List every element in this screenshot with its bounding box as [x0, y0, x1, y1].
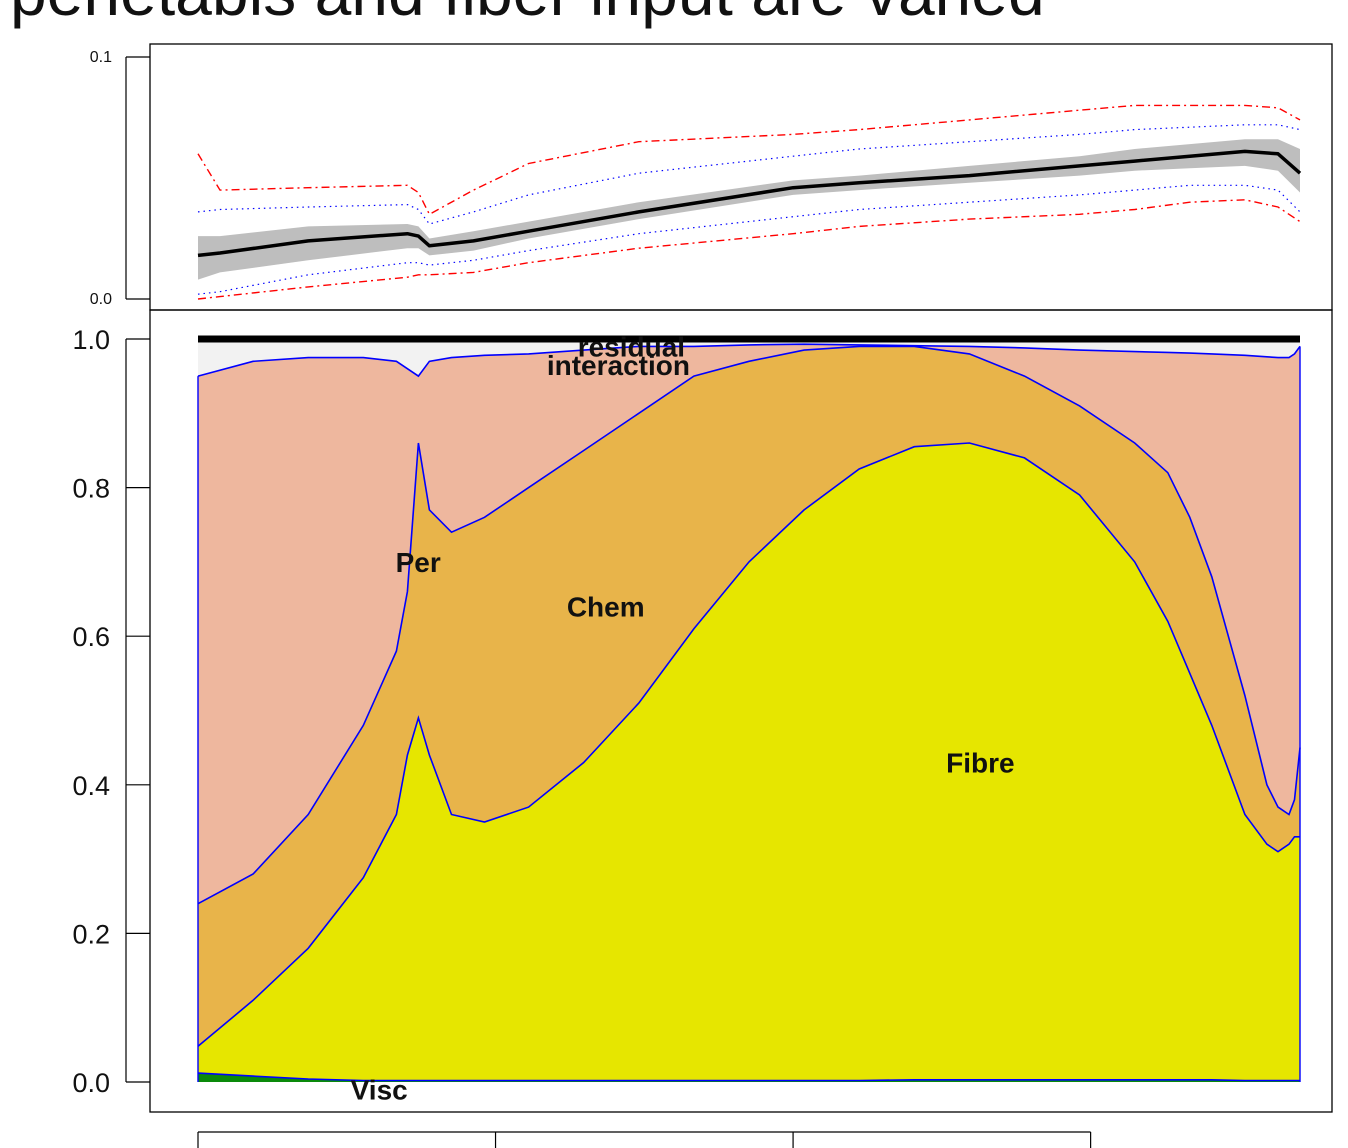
top-panel-frame [149, 43, 1333, 311]
area-label-visc: Visc [351, 1074, 408, 1105]
mean-line [197, 149, 1302, 258]
bottom-y-tick-label: 1.0 [72, 325, 110, 355]
per-area [198, 344, 1300, 904]
chem-boundary [197, 345, 1301, 905]
area-label-per: Per [396, 547, 441, 578]
area-label-interaction: interaction [547, 350, 690, 381]
bottom-y-tick-label: 0.4 [72, 771, 110, 801]
top-y-tick-label: 0.0 [90, 291, 112, 308]
area-label-fibre: Fibre [946, 748, 1014, 779]
interaction-area [198, 342, 1300, 377]
chem-area [198, 346, 1300, 1047]
confidence-band [198, 139, 1300, 280]
page-title: penetabis and fiber input are varied [10, 0, 1045, 30]
outer-lower-bound [197, 199, 1301, 300]
area-label-chem: Chem [567, 591, 645, 622]
bottom-y-tick-label: 0.8 [72, 474, 110, 504]
visc-area [198, 1073, 1300, 1082]
bottom-panel-frame [149, 309, 1333, 1113]
top-panel: 0.0 0.1 [90, 43, 1333, 311]
bottom-y-tick-label: 0.2 [72, 919, 110, 949]
visc-boundary [197, 1072, 1300, 1082]
bottom-y-tick-label: 0.6 [72, 622, 110, 652]
bottom-y-tick-label: 0.0 [72, 1068, 110, 1098]
per-boundary [197, 343, 1301, 378]
area-label-residual: residual [578, 331, 685, 362]
top-y-tick-label: 0.1 [90, 49, 112, 66]
inner-lower-bound [197, 184, 1301, 295]
inner-upper-bound [197, 124, 1301, 225]
fibre-boundary [197, 442, 1300, 1047]
fibre-area [198, 443, 1300, 1081]
